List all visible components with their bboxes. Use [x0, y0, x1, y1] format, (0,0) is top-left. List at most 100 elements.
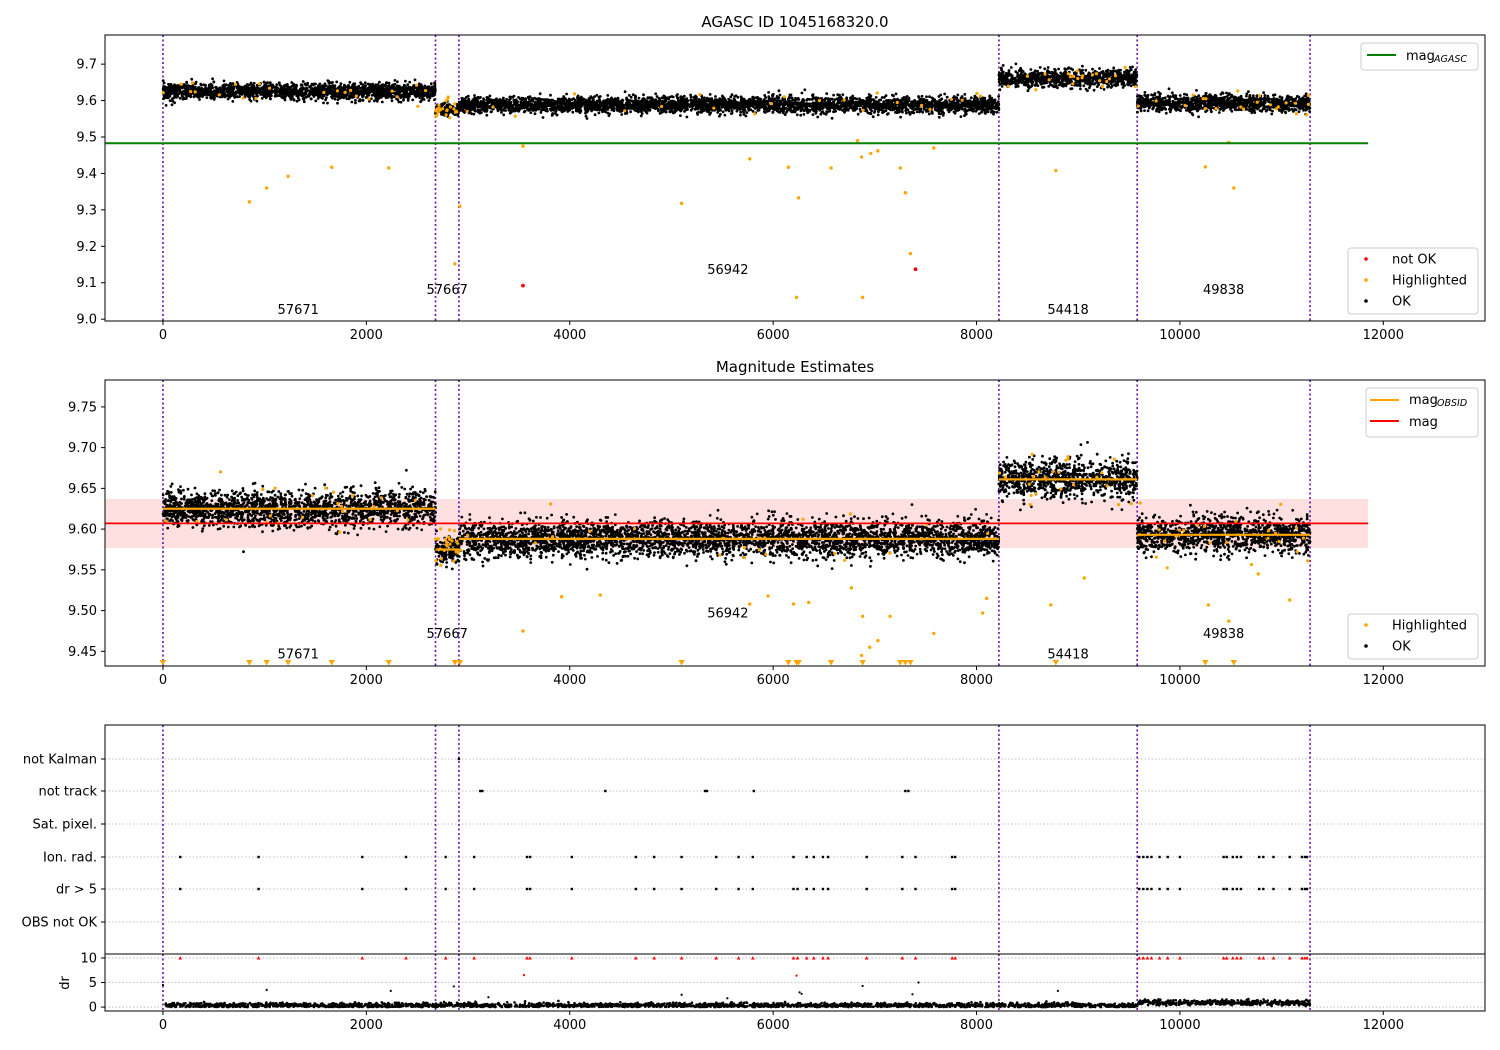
ok-point [433, 82, 437, 85]
ok-point [209, 82, 213, 86]
ok-point [575, 104, 579, 108]
ok-point [396, 80, 399, 84]
ok-point [164, 91, 168, 94]
ok-point [508, 95, 512, 99]
ok-point [853, 96, 857, 100]
ok-point [303, 91, 306, 94]
ok-point [300, 87, 303, 90]
ok-point [723, 113, 727, 117]
ok-point [164, 104, 168, 107]
ok-point [538, 97, 542, 101]
ok-point [778, 93, 782, 97]
ok-point [977, 112, 981, 115]
ok-point [721, 110, 725, 114]
ok-point [912, 108, 915, 111]
ok-point [294, 83, 298, 87]
ok-point [765, 99, 768, 103]
ok-point [173, 91, 177, 95]
ok-point [869, 112, 873, 116]
ok-point [584, 98, 587, 102]
ok-point [988, 96, 992, 100]
ok-point [615, 109, 619, 112]
ok-point [316, 93, 320, 97]
ok-point [288, 91, 291, 94]
ok-point [479, 111, 483, 115]
ok-point [306, 88, 309, 91]
ok-point [345, 97, 349, 101]
ok-point [598, 99, 602, 103]
ok-point [175, 96, 178, 99]
ok-point [811, 113, 815, 116]
ok-point [197, 90, 201, 94]
ok-point [175, 87, 179, 91]
highlighted-point [161, 91, 165, 95]
ok-point [566, 110, 570, 113]
ok-point [623, 90, 627, 94]
ok-point [332, 89, 336, 92]
ok-point [867, 93, 871, 96]
ok-point [238, 92, 242, 96]
ok-point [307, 92, 311, 96]
highlighted-point [257, 82, 261, 86]
ok-point [751, 109, 755, 113]
ok-point [389, 93, 392, 97]
ok-point [459, 107, 462, 110]
ok-point [295, 93, 299, 97]
ok-point [393, 92, 396, 95]
ok-point [223, 92, 226, 95]
ok-point [169, 82, 173, 86]
ok-point [199, 82, 203, 86]
ok-point [207, 90, 210, 94]
ok-point [463, 97, 467, 101]
ok-point [302, 98, 306, 101]
ok-point [284, 92, 287, 95]
ok-point [293, 87, 297, 91]
ok-point [248, 98, 252, 101]
ok-point [969, 96, 973, 100]
ok-point [672, 110, 676, 114]
ok-point [701, 108, 705, 111]
ok-point [250, 84, 254, 87]
ok-point [170, 103, 174, 107]
ok-point [319, 91, 323, 95]
ok-point [578, 101, 582, 104]
ok-point [279, 88, 283, 92]
ok-point [541, 116, 545, 119]
ok-point [488, 106, 492, 110]
highlighted-point [452, 107, 456, 111]
ok-point [433, 98, 436, 102]
ok-point [941, 113, 945, 117]
ok-point [190, 77, 194, 81]
ok-point [387, 84, 391, 87]
ok-point [202, 83, 206, 87]
ok-point [363, 87, 366, 91]
highlighted-point [254, 96, 258, 101]
ok-point [406, 93, 409, 97]
ok-point [472, 112, 476, 116]
ok-point [326, 101, 329, 105]
ok-point [789, 93, 793, 97]
ok-point [933, 108, 937, 111]
ok-point [730, 109, 734, 112]
ok-point [420, 96, 424, 100]
ok-point [894, 92, 898, 96]
highlighted-point [189, 90, 193, 94]
ok-point [461, 109, 465, 113]
ok-point [304, 95, 308, 99]
ok-point [231, 87, 235, 90]
ok-point [956, 93, 960, 97]
ok-point [229, 84, 233, 88]
highlighted-point [415, 83, 419, 87]
ok-point [486, 96, 490, 100]
ok-point [188, 85, 192, 88]
ok-point [555, 113, 559, 117]
ok-point [928, 95, 931, 99]
ok-point [546, 109, 549, 113]
ok-point [988, 98, 992, 102]
ok-point [868, 102, 872, 106]
ok-point [255, 99, 259, 103]
ok-point [213, 90, 217, 93]
ok-point [284, 83, 288, 87]
ok-point [907, 110, 911, 114]
ok-point [321, 84, 324, 87]
